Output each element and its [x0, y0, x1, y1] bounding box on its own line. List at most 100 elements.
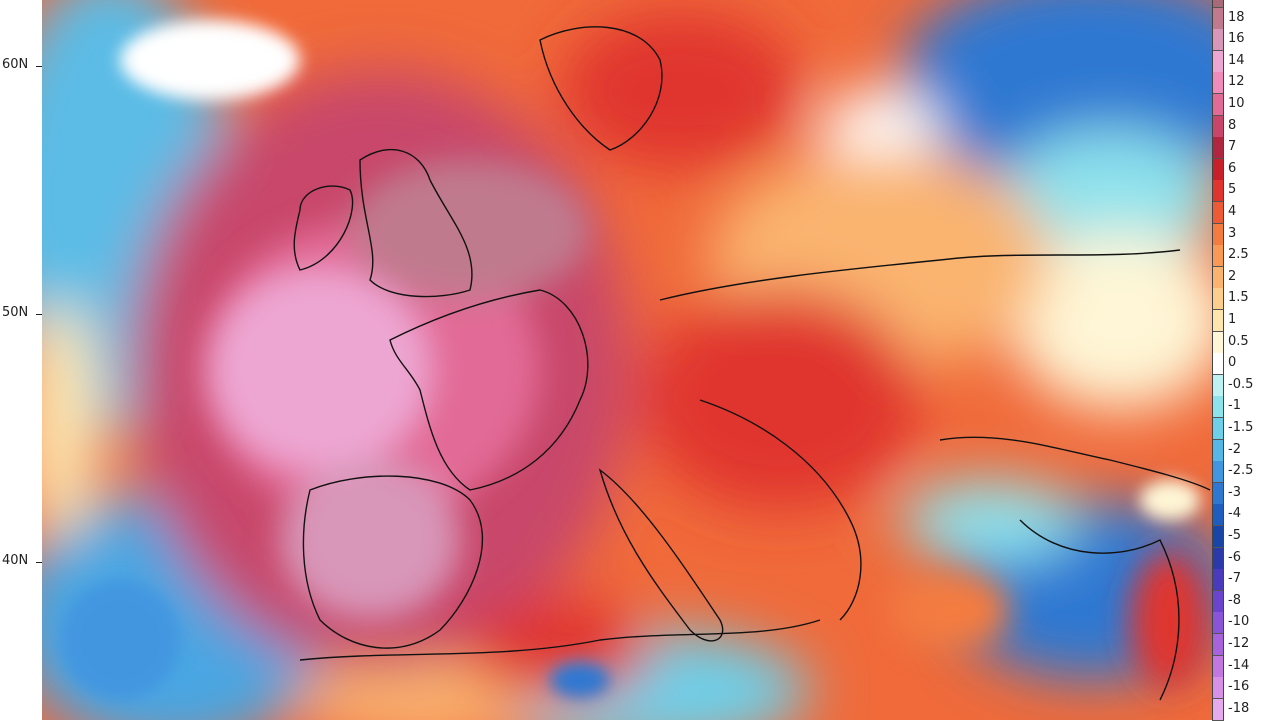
- latitude-tick: [36, 314, 42, 315]
- legend-label: -1: [1228, 398, 1241, 414]
- legend-label: 1: [1228, 312, 1237, 327]
- legend-entry: 7: [1212, 137, 1280, 160]
- legend-swatch: [1212, 202, 1224, 224]
- legend-label: -4: [1228, 506, 1241, 522]
- anomaly-details: [60, 20, 1200, 700]
- legend-swatch: [1212, 504, 1224, 527]
- legend-entry: 20: [1212, 0, 1280, 8]
- legend-label: 0: [1228, 355, 1237, 371]
- legend-label: 10: [1228, 96, 1245, 111]
- legend-swatch: [1212, 331, 1224, 354]
- legend-label: -18: [1228, 700, 1250, 716]
- legend-entry: 14: [1212, 50, 1280, 73]
- legend-label: 14: [1228, 52, 1245, 68]
- latitude-label-40n: 40N: [2, 553, 29, 568]
- legend-swatch: [1212, 50, 1224, 73]
- legend-entry: -10: [1212, 612, 1280, 635]
- legend-swatch: [1212, 288, 1224, 311]
- legend-swatch: [1212, 7, 1224, 30]
- legend-label: -3: [1228, 484, 1241, 500]
- legend-entry: 1.5: [1212, 288, 1280, 311]
- legend-label: 12: [1228, 74, 1245, 90]
- legend-entry: 2: [1212, 266, 1280, 289]
- legend-entry: 5: [1212, 180, 1280, 203]
- legend-label: 4: [1228, 204, 1237, 219]
- legend-entry: 2.5: [1212, 245, 1280, 268]
- legend-label: 0.5: [1228, 333, 1249, 349]
- legend-entry: 8: [1212, 115, 1280, 138]
- legend-entry: -1.5: [1212, 418, 1280, 440]
- legend-label: -2.5: [1228, 463, 1254, 479]
- legend-label: -2: [1228, 441, 1241, 457]
- legend-swatch: [1212, 0, 1224, 8]
- axis-band: [0, 0, 42, 720]
- legend-label: -8: [1228, 592, 1241, 608]
- legend-label: -12: [1228, 636, 1250, 651]
- legend-swatch: [1212, 374, 1224, 397]
- legend-swatch: [1212, 418, 1224, 440]
- legend-entry: -12: [1212, 634, 1280, 656]
- latitude-label-50n: 50N: [2, 305, 29, 320]
- legend-label: 1.5: [1228, 290, 1249, 306]
- legend-label: -1.5: [1228, 420, 1254, 435]
- latitude-label-60n: 60N: [2, 57, 29, 72]
- legend-label: -6: [1228, 549, 1241, 565]
- legend-swatch: [1212, 569, 1224, 592]
- legend-label: -16: [1228, 679, 1250, 695]
- legend-swatch: [1212, 137, 1224, 160]
- legend-label: 18: [1228, 9, 1245, 25]
- color-legend: 20 18 16 14 12 10 8 7 6 5 4 3 2.5 2 1.5 1 0.5 0 -0.5 -1 -1.5…: [1212, 0, 1280, 721]
- legend-swatch: [1212, 655, 1224, 678]
- legend-entry: -16: [1212, 677, 1280, 700]
- latitude-tick: [36, 562, 42, 563]
- legend-entry: 10: [1212, 94, 1280, 116]
- coastlines: [293, 26, 1211, 701]
- legend-swatch: [1212, 698, 1224, 721]
- legend-entry: 18: [1212, 7, 1280, 30]
- latitude-tick: [36, 66, 42, 67]
- legend-swatch: [1212, 180, 1224, 203]
- legend-label: 2.5: [1228, 247, 1249, 263]
- legend-label: 16: [1228, 31, 1245, 47]
- legend-swatch: [1212, 353, 1224, 376]
- legend-label: -10: [1228, 614, 1250, 630]
- legend-swatch: [1212, 612, 1224, 635]
- legend-swatch: [1212, 461, 1224, 484]
- legend-entry: -0.5: [1212, 374, 1280, 397]
- legend-swatch: [1212, 677, 1224, 700]
- legend-entry: 16: [1212, 29, 1280, 52]
- legend-swatch: [1212, 310, 1224, 332]
- legend-label: -0.5: [1228, 376, 1254, 392]
- legend-entry: -4: [1212, 504, 1280, 527]
- legend-swatch: [1212, 266, 1224, 289]
- legend-entry: 6: [1212, 158, 1280, 181]
- legend-swatch: [1212, 547, 1224, 570]
- legend-entry: -6: [1212, 547, 1280, 570]
- legend-entry: -5: [1212, 526, 1280, 548]
- legend-entry: -7: [1212, 569, 1280, 592]
- legend-swatch: [1212, 72, 1224, 95]
- legend-entry: -18: [1212, 698, 1280, 721]
- legend-swatch: [1212, 115, 1224, 138]
- legend-label: 2: [1228, 268, 1237, 284]
- legend-label: -5: [1228, 528, 1241, 543]
- legend-swatch: [1212, 245, 1224, 268]
- legend-entry: -2.5: [1212, 461, 1280, 484]
- legend-label: 7: [1228, 139, 1237, 155]
- legend-swatch: [1212, 482, 1224, 505]
- legend-swatch: [1212, 223, 1224, 246]
- legend-swatch: [1212, 396, 1224, 419]
- legend-swatch: [1212, 29, 1224, 52]
- legend-entry: -14: [1212, 655, 1280, 678]
- legend-entry: 4: [1212, 202, 1280, 224]
- legend-swatch: [1212, 439, 1224, 462]
- legend-swatch: [1212, 94, 1224, 116]
- legend-swatch: [1212, 590, 1224, 613]
- legend-entry: 0.5: [1212, 331, 1280, 354]
- legend-label: -14: [1228, 657, 1250, 673]
- legend-swatch: [1212, 526, 1224, 548]
- legend-entry: -8: [1212, 590, 1280, 613]
- legend-swatch: [1212, 634, 1224, 656]
